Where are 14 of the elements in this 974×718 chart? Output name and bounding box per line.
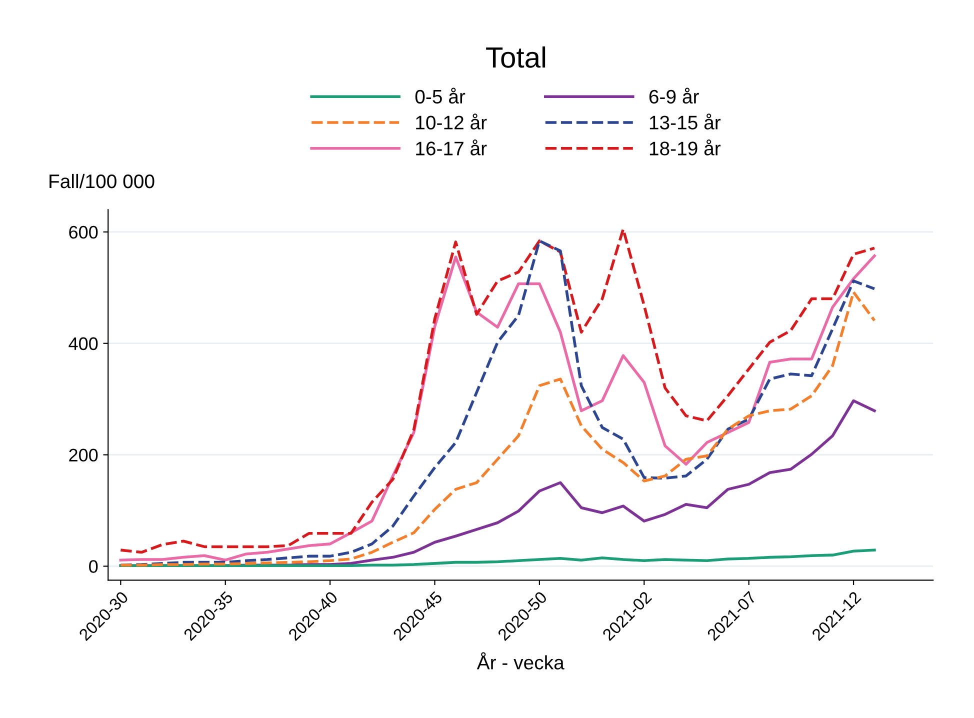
y-tick-label: 0 [89, 560, 98, 573]
x-axis-title: År - vecka [476, 652, 564, 670]
y-tick-label: 600 [69, 226, 98, 239]
legend-label: 10-12 år [416, 114, 487, 130]
legend-label: 16-17 år [416, 140, 487, 156]
legend-label: 6-9 år [649, 88, 699, 104]
legend-label: 13-15 år [650, 114, 721, 130]
line-series [119, 548, 876, 568]
legend-label: 18-19 år [650, 140, 721, 156]
chart-title: Total [486, 46, 546, 68]
legend-label: 0-5 år [415, 88, 466, 104]
y-axis-title: Fall/100 000 [50, 174, 154, 188]
y-tick-label: 400 [68, 337, 98, 350]
y-tick-label: 200 [69, 448, 98, 462]
